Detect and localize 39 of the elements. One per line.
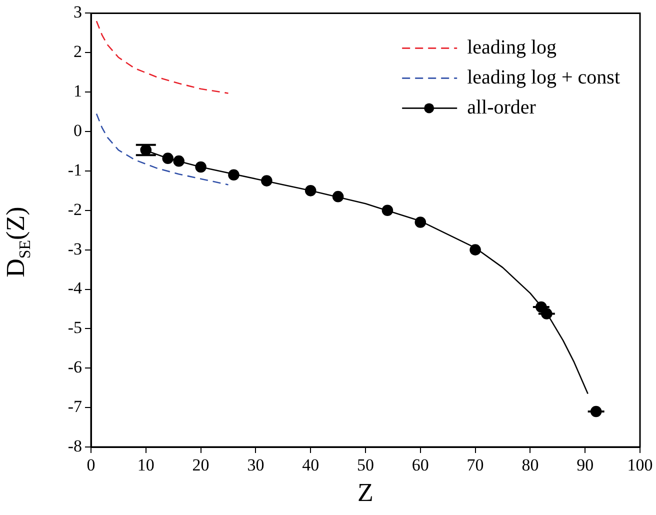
x-tick-label: 90	[576, 456, 594, 475]
legend-label: leading log + const	[467, 66, 620, 88]
y-tick-label: 1	[74, 82, 82, 101]
point	[195, 161, 206, 173]
y-tick-label: -3	[68, 239, 82, 258]
y-tick-label: -5	[68, 318, 82, 338]
point	[470, 244, 481, 256]
y-tick-label: -1	[68, 160, 82, 180]
point	[261, 175, 272, 186]
line-series	[96, 113, 229, 186]
point	[414, 216, 426, 228]
point	[173, 155, 184, 167]
x-tick-label: 60	[412, 456, 429, 475]
x-tick-label: 70	[466, 456, 484, 475]
x-tick-label: 0	[86, 456, 96, 475]
point	[382, 204, 394, 216]
y-tick-label: 2	[74, 42, 82, 62]
x-tick-label: 50	[357, 456, 374, 475]
y-tick-label: -8	[68, 436, 82, 456]
y-tick-label: -4	[68, 278, 82, 298]
x-tick-label: 30	[247, 456, 264, 475]
y-tick-label: -7	[68, 397, 82, 416]
x-tick-label: 100	[627, 456, 653, 475]
y-tick-label: -2	[68, 200, 82, 219]
y-tick-label: -6	[68, 358, 82, 377]
legend-label: leading log	[467, 36, 557, 58]
x-tick-label: 10	[137, 456, 154, 475]
point	[228, 169, 240, 181]
point	[162, 152, 174, 164]
x-tick-label: 80	[522, 456, 539, 475]
y-tick-label: 0	[74, 120, 82, 140]
point	[304, 185, 316, 196]
x-axis-title: Z	[356, 478, 374, 508]
line-series	[96, 20, 229, 94]
x-tick-label: 40	[302, 456, 320, 475]
y-tick-label: 3	[74, 2, 82, 22]
point	[332, 190, 344, 202]
legend-label: all-order	[467, 96, 536, 118]
x-tick-label: 20	[192, 456, 210, 475]
